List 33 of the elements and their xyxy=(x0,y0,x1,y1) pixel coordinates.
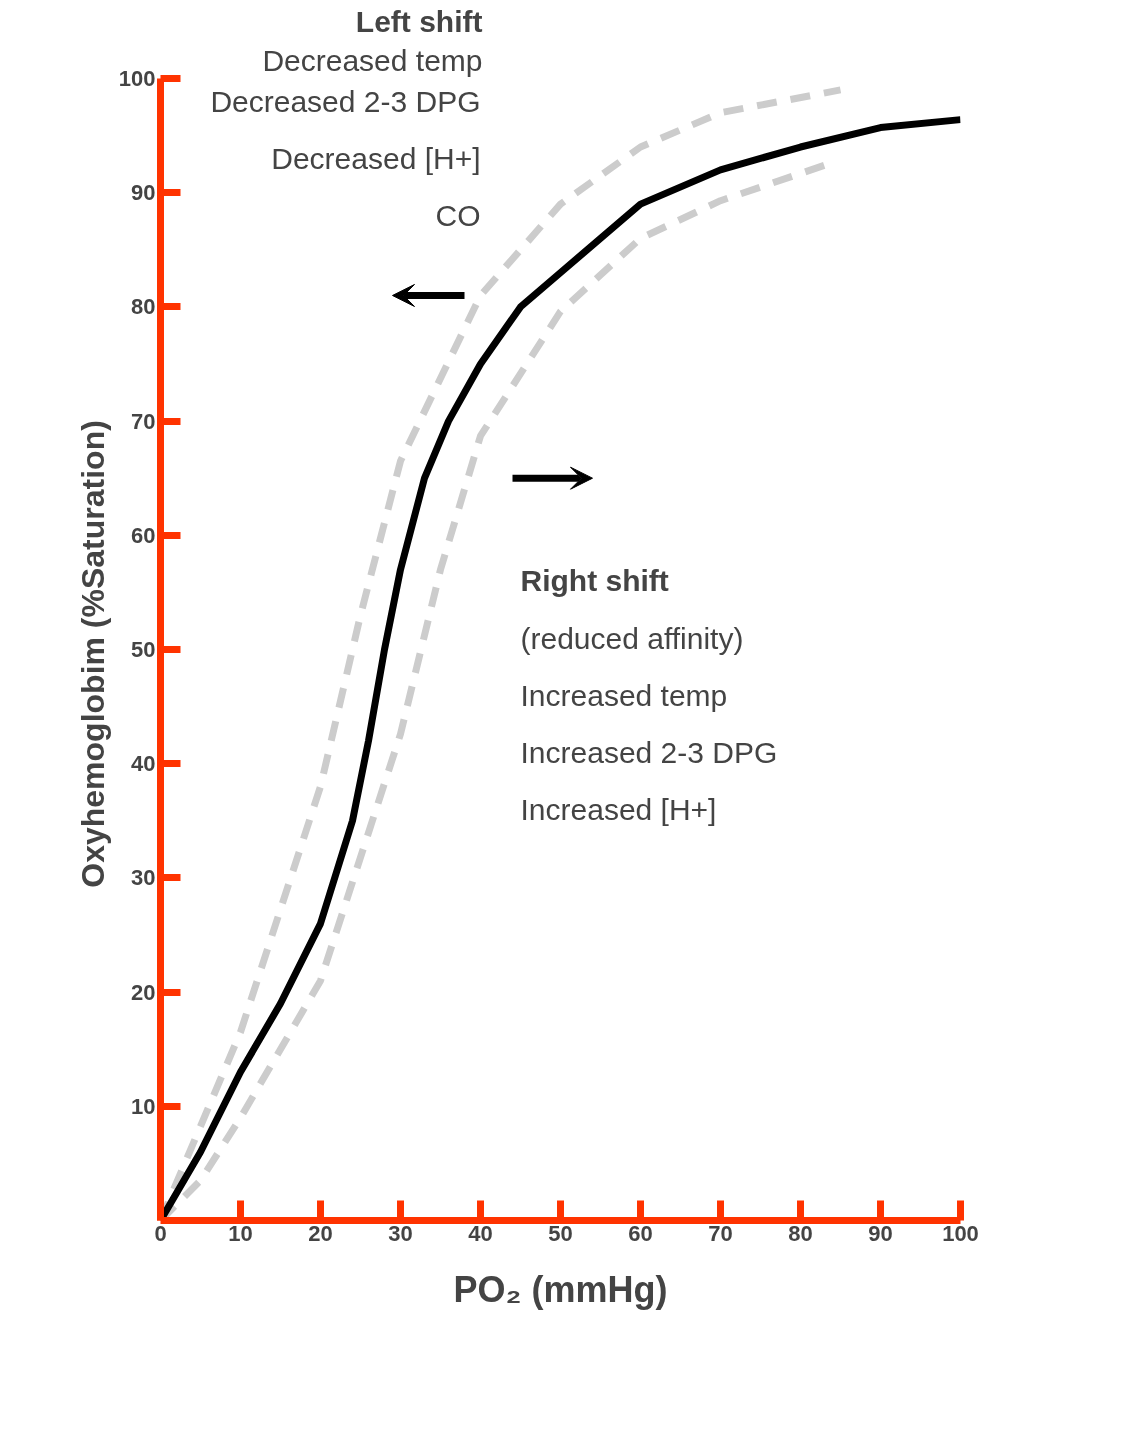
annotation: Increased 2-3 DPG xyxy=(520,735,778,769)
annotation: Decreased 2-3 DPG xyxy=(210,84,481,118)
x-tick-label: 80 xyxy=(788,1220,813,1246)
y-tick-label: 60 xyxy=(131,522,156,548)
y-tick-label: 100 xyxy=(118,66,156,91)
x-tick-label: 20 xyxy=(308,1220,333,1246)
annotation: Decreased [H+] xyxy=(271,141,481,175)
x-axis-title: PO₂ (mmHg) xyxy=(453,1268,668,1310)
annotation: Increased [H+] xyxy=(520,792,717,826)
x-tick-label: 0 xyxy=(154,1220,167,1246)
x-tick-label: 60 xyxy=(628,1220,653,1246)
y-tick-label: 50 xyxy=(131,637,156,662)
y-tick-label: 20 xyxy=(131,979,156,1005)
x-tick-label: 70 xyxy=(708,1220,733,1246)
y-tick-label: 10 xyxy=(131,1093,156,1119)
annotation: Right shift xyxy=(520,564,669,598)
y-tick-label: 40 xyxy=(131,751,156,777)
y-tick-label: 70 xyxy=(131,408,156,434)
x-tick-label: 100 xyxy=(942,1220,979,1246)
text: Left shift xyxy=(355,4,483,38)
x-tick-label: 30 xyxy=(388,1220,413,1246)
x-tick-label: 50 xyxy=(548,1220,573,1246)
y-tick-label: 30 xyxy=(131,865,156,891)
annotation: (reduced affinity) xyxy=(520,621,744,655)
y-tick-label: 80 xyxy=(131,294,156,320)
x-tick-label: 40 xyxy=(468,1220,493,1246)
y-tick-label: 90 xyxy=(131,180,156,206)
annotation: CO xyxy=(435,199,481,233)
x-tick-label: 10 xyxy=(228,1220,253,1246)
y-axis-title: Oxyhemoglobim (%Saturation) xyxy=(74,420,111,888)
annotation: Increased temp xyxy=(520,678,728,712)
text: Decreased temp xyxy=(262,43,483,77)
x-tick-label: 90 xyxy=(868,1220,893,1246)
